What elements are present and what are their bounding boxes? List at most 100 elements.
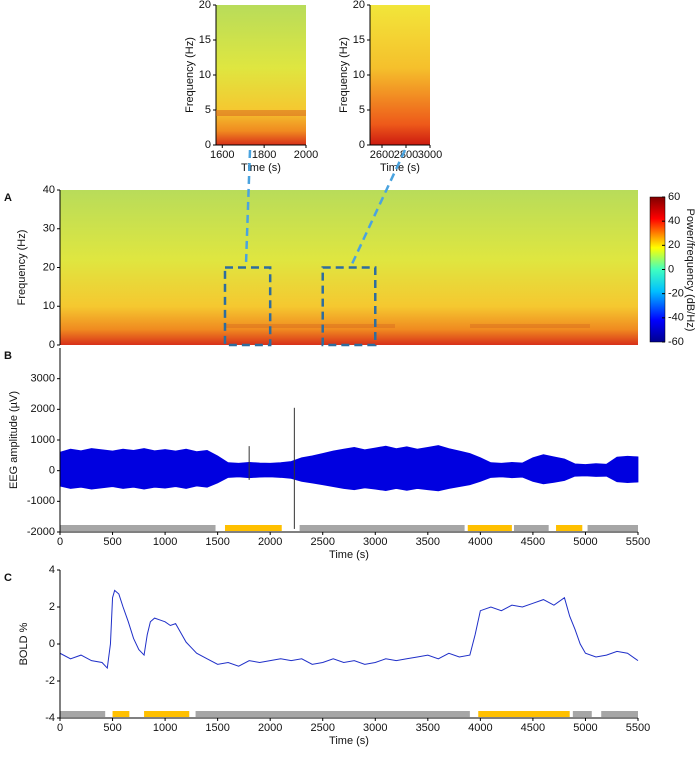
y-tick-label: -1000 <box>27 495 55 507</box>
stage-band <box>299 525 465 531</box>
spectrogram <box>370 5 430 145</box>
spectral-band <box>216 110 306 116</box>
x-tick-label: 4500 <box>521 536 545 548</box>
x-tick-label: 2000 <box>258 722 282 734</box>
stage-band <box>587 525 638 531</box>
colorbar-tick-label: -60 <box>668 336 684 348</box>
x-tick-label: 3000 <box>363 722 387 734</box>
x-axis-label: Time (s) <box>241 162 281 174</box>
y-tick-label: -2 <box>45 675 55 687</box>
y-tick-label: 0 <box>205 139 211 151</box>
colorbar-tick-label: 20 <box>668 239 680 251</box>
colorbar-tick-label: 60 <box>668 191 680 203</box>
stage-band <box>144 711 190 717</box>
x-tick-label: 500 <box>103 722 121 734</box>
stage-band <box>556 525 583 531</box>
zoom-connector <box>244 149 252 265</box>
x-tick-label: 0 <box>57 536 63 548</box>
panel-label: B <box>4 350 12 362</box>
x-tick-label: 2500 <box>310 722 334 734</box>
colorbar-tick-label: 0 <box>668 263 674 275</box>
x-tick-label: 3000 <box>363 536 387 548</box>
stage-band <box>195 711 470 717</box>
zoom-box <box>223 266 272 347</box>
y-tick-label: 40 <box>43 184 55 196</box>
y-tick-label: 0 <box>49 638 55 650</box>
stage-band <box>572 711 592 717</box>
y-axis-label: EEG amplitude (µV) <box>8 391 20 489</box>
x-tick-label: 3000 <box>418 149 442 161</box>
y-tick-label: 4 <box>49 564 55 576</box>
y-tick-label: 3000 <box>31 373 55 385</box>
y-tick-label: 15 <box>353 34 365 46</box>
x-tick-label: 1800 <box>252 149 276 161</box>
y-tick-label: 2000 <box>31 403 55 415</box>
x-tick-label: 500 <box>103 536 121 548</box>
x-tick-label: 2000 <box>258 536 282 548</box>
y-tick-label: 5 <box>359 104 365 116</box>
x-tick-label: 1600 <box>210 149 234 161</box>
y-tick-label: 20 <box>353 0 365 11</box>
y-tick-label: 20 <box>199 0 211 11</box>
colorbar-tick-label: 40 <box>668 215 680 227</box>
bold-line <box>59 589 639 670</box>
colorbar-tick-label: -40 <box>668 312 684 324</box>
y-axis-label: BOLD % <box>18 622 30 665</box>
x-tick-label: 1500 <box>205 722 229 734</box>
x-tick-label: 4000 <box>468 722 492 734</box>
y-axis-label: Frequency (Hz) <box>338 37 350 113</box>
decoration <box>216 110 590 328</box>
x-axis-label: Time (s) <box>329 735 369 747</box>
x-tick-label: 5500 <box>626 722 650 734</box>
y-axis-label: Frequency (Hz) <box>184 37 196 113</box>
colorbar-tick-label: -20 <box>668 288 684 300</box>
y-tick-label: 20 <box>43 261 55 273</box>
x-tick-label: 3500 <box>416 722 440 734</box>
colorbar-label: Power/frequency (dB/Hz) <box>684 209 696 332</box>
y-tick-label: 1000 <box>31 434 55 446</box>
stage-band <box>60 711 106 717</box>
x-tick-label: 2600 <box>370 149 394 161</box>
x-tick-label: 2000 <box>294 149 318 161</box>
zoom-connector <box>350 149 407 265</box>
panel-label: A <box>4 192 12 204</box>
x-tick-label: 5000 <box>573 722 597 734</box>
stage-band <box>601 711 638 717</box>
x-tick-label: 4000 <box>468 536 492 548</box>
y-tick-label: -4 <box>45 712 55 724</box>
x-tick-label: 5500 <box>626 536 650 548</box>
x-axis-label: Time (s) <box>380 162 420 174</box>
y-tick-label: 10 <box>43 300 55 312</box>
y-tick-label: 15 <box>199 34 211 46</box>
stage-band <box>467 525 512 531</box>
y-axis-label: Frequency (Hz) <box>16 230 28 306</box>
zoom-box <box>321 266 377 347</box>
x-tick-label: 2500 <box>310 536 334 548</box>
x-tick-label: 5000 <box>573 536 597 548</box>
stage-band <box>112 711 130 717</box>
stage-band <box>478 711 570 717</box>
y-tick-label: -2000 <box>27 526 55 538</box>
stage-band <box>60 525 216 531</box>
x-tick-label: 1000 <box>153 536 177 548</box>
y-tick-label: 0 <box>359 139 365 151</box>
stage-band <box>513 525 549 531</box>
x-tick-label: 1500 <box>205 536 229 548</box>
y-tick-label: 2 <box>49 601 55 613</box>
x-tick-label: 2800 <box>394 149 418 161</box>
stage-band <box>224 525 282 531</box>
y-tick-label: 10 <box>199 69 211 81</box>
eeg-envelope <box>59 445 639 492</box>
spectral-band <box>225 324 395 328</box>
x-tick-label: 3500 <box>416 536 440 548</box>
panel-label: C <box>4 572 12 584</box>
x-tick-label: 4500 <box>521 722 545 734</box>
spectral-band <box>470 324 590 328</box>
y-tick-label: 0 <box>49 339 55 351</box>
x-tick-label: 0 <box>57 722 63 734</box>
y-tick-label: 5 <box>205 104 211 116</box>
y-tick-label: 30 <box>43 223 55 235</box>
x-axis-label: Time (s) <box>329 549 369 561</box>
y-tick-label: 0 <box>49 465 55 477</box>
